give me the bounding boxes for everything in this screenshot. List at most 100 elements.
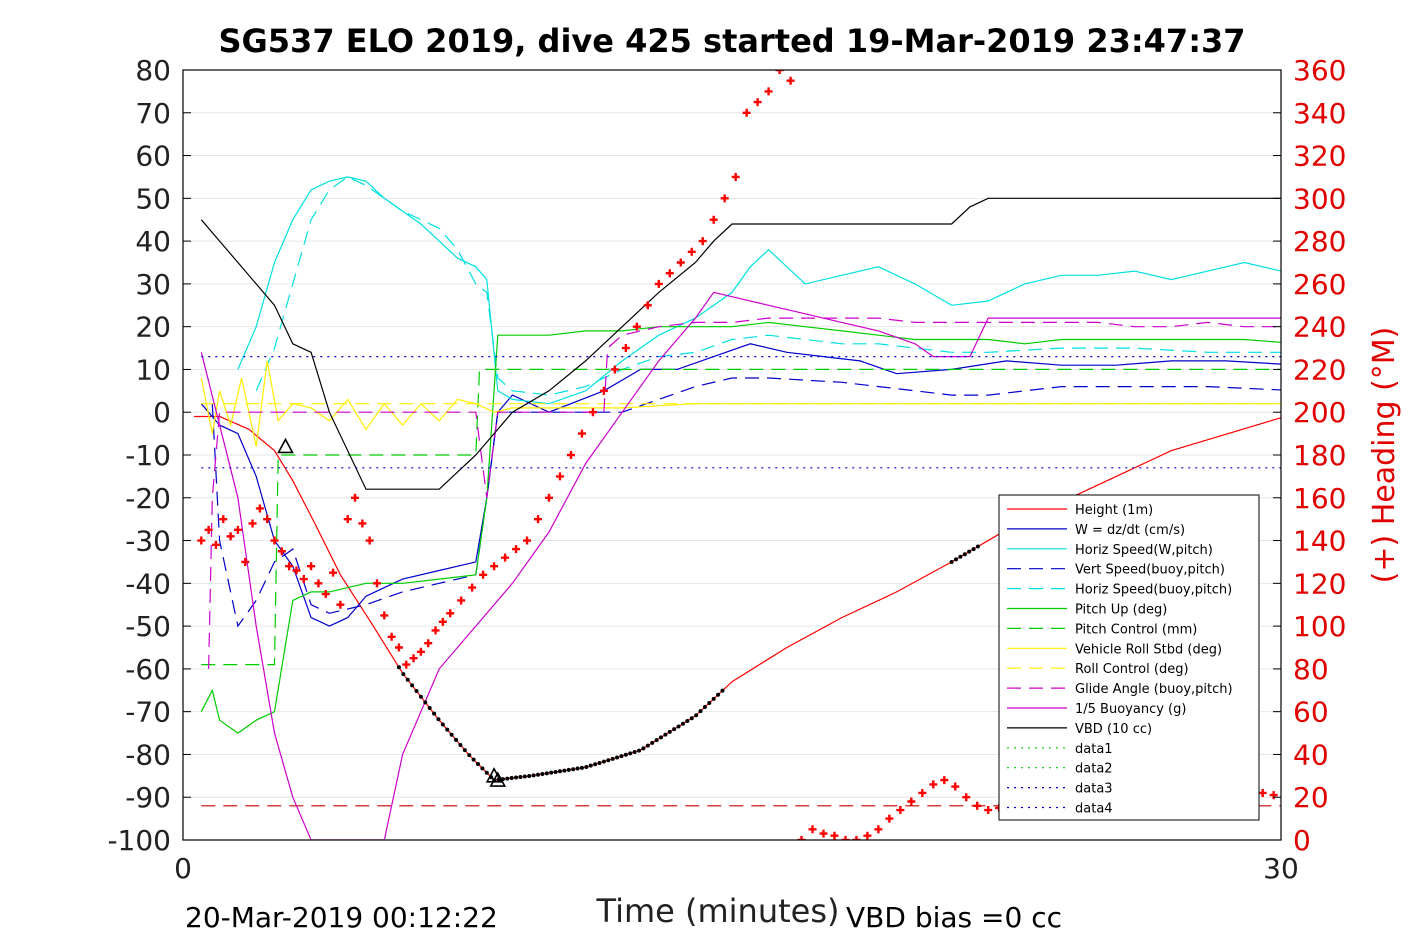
height-sample-dot: [418, 694, 423, 699]
heading-point: [709, 215, 718, 224]
heading-point: [687, 247, 696, 256]
heading-point: [351, 493, 360, 502]
height-sample-dot: [566, 767, 571, 772]
heading-point: [654, 279, 663, 288]
y-tick-label: -60: [125, 653, 171, 686]
height-sample-dot: [484, 770, 489, 775]
y-tick-label: -100: [107, 824, 171, 857]
heading-point: [775, 70, 784, 74]
heading-point: [929, 780, 938, 789]
legend-entry: data2: [1075, 762, 1113, 777]
heading-point: [321, 590, 330, 599]
heading-point: [431, 626, 440, 635]
heading-point: [204, 525, 213, 534]
height-sample-dot: [462, 748, 467, 753]
heading-point: [742, 108, 751, 117]
legend: Height (1m) W = dz/dt (cm/s) Horiz Speed(W…: [998, 494, 1260, 821]
heading-point: [632, 322, 641, 331]
heading-point: [336, 600, 345, 609]
height-sample-dot: [975, 544, 980, 549]
height-sample-dot: [458, 743, 463, 748]
height-sample-dot: [615, 755, 620, 760]
y-right-tick-label: 260: [1293, 268, 1346, 301]
heading-point: [643, 301, 652, 310]
height-sample-dot: [575, 766, 580, 771]
legend-entry: Pitch Control (mm): [1075, 622, 1197, 637]
heading-point: [263, 515, 272, 524]
heading-point: [358, 519, 367, 528]
height-sample-dot: [436, 717, 441, 722]
y-tick-label: -10: [125, 439, 171, 472]
height-sample-dot: [949, 559, 954, 564]
heading-point: [277, 547, 286, 556]
height-sample-dot: [619, 754, 624, 759]
height-sample-dot: [672, 727, 677, 732]
dive-markers: [277, 437, 980, 787]
height-sample-dot: [584, 765, 589, 770]
heading-point: [534, 515, 543, 524]
height-sample-dot: [632, 749, 637, 754]
heading-point: [588, 408, 597, 417]
legend-entry: VBD (10 cc): [1075, 722, 1152, 737]
height-sample-dot: [637, 748, 642, 753]
y-tick-label: -30: [125, 525, 171, 558]
height-sample-dot: [593, 762, 598, 767]
y-tick-label: 40: [135, 225, 171, 258]
heading-point: [314, 579, 323, 588]
heading-point: [896, 806, 905, 815]
heading-point: [292, 566, 301, 575]
height-sample-dot: [654, 738, 659, 743]
y-tick-label: -80: [125, 738, 171, 771]
y-right-tick-label: 240: [1293, 311, 1346, 344]
y-tick-label: -70: [125, 696, 171, 729]
event-triangle-marker: [489, 771, 507, 787]
height-sample-dot: [475, 761, 480, 766]
y-right-tick-label: 100: [1293, 610, 1346, 643]
y-tick-label: 10: [135, 353, 171, 386]
series-line: [200, 343, 1281, 627]
y-right-tick-label: 300: [1293, 182, 1346, 215]
heading-point: [523, 536, 532, 545]
y-right-tick-label: 360: [1293, 54, 1346, 87]
x-axis-label: Time (minutes): [596, 892, 840, 930]
y-tick-label: -40: [125, 567, 171, 600]
height-sample-dot: [445, 727, 450, 732]
heading-point: [365, 536, 374, 545]
height-sample-dot: [414, 689, 419, 694]
y-right-tick-label: 140: [1293, 525, 1346, 558]
height-sample-dot: [467, 753, 472, 758]
height-sample-dot: [711, 696, 716, 701]
y-tick-label: -50: [125, 610, 171, 643]
height-sample-dot: [549, 770, 554, 775]
legend-entry: Vehicle Roll Stbd (deg): [1075, 642, 1222, 657]
height-sample-dot: [423, 700, 428, 705]
heading-point: [402, 660, 411, 669]
height-sample-dot: [480, 766, 485, 771]
heading-point: [248, 519, 257, 528]
heading-point: [841, 836, 850, 840]
height-sample-dot: [623, 752, 628, 757]
height-sample-dot: [685, 718, 690, 723]
heading-point: [490, 562, 499, 571]
heading-point: [973, 801, 982, 810]
height-sample-dot: [427, 705, 432, 710]
height-sample-dot: [509, 776, 514, 781]
y-right-tick-label: 340: [1293, 97, 1346, 130]
heading-point: [416, 647, 425, 656]
y-axis-right-label: (+) Heading (°M): [1367, 327, 1402, 584]
height-sample-dot: [676, 724, 681, 729]
height-sample-dot: [440, 722, 445, 727]
y-tick-label: 80: [135, 54, 171, 87]
y-axis-right: 3603403203002802602402202001801601401201…: [1273, 54, 1346, 857]
heading-point: [566, 451, 575, 459]
heading-point: [211, 540, 220, 549]
series-line: [208, 317, 1281, 669]
height-sample-dot: [953, 557, 958, 562]
legend-entry: 1/5 Buoyancy (g): [1075, 702, 1186, 717]
height-sample-dot: [698, 709, 703, 714]
height-sample-dot: [401, 672, 406, 677]
heading-point: [918, 788, 927, 797]
height-sample-dot: [522, 774, 527, 779]
legend-entry: Height (1m): [1075, 503, 1153, 518]
heading-point: [226, 532, 235, 541]
